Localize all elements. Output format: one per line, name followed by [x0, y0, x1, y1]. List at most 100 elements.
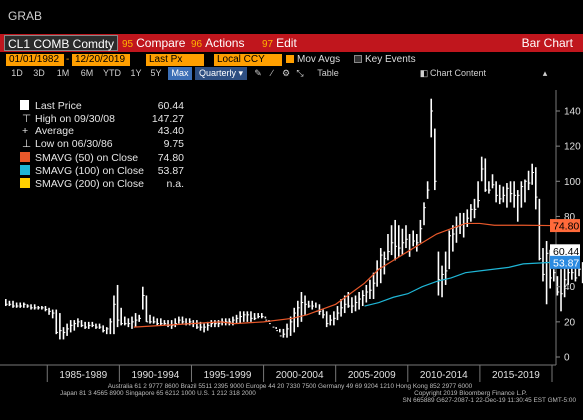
x-tick-label: 2015-2019 — [492, 370, 540, 381]
legend-sma200-value: n.a. — [166, 178, 184, 190]
window-titlebar: GRAB — [0, 0, 583, 32]
price-bar — [560, 269, 563, 312]
price-bar — [354, 295, 358, 312]
range-3d[interactable]: 3D — [33, 68, 45, 78]
price-bar — [430, 98, 434, 138]
price-bar — [286, 323, 289, 338]
price-bar — [152, 316, 156, 324]
price-bar — [426, 181, 430, 199]
scroll-up-icon[interactable]: ▴ — [542, 68, 548, 78]
footer-line-2: Japan 81 3 4565 8900 Singapore 65 6212 1… — [60, 390, 256, 397]
edit-menu-number: 97 — [262, 39, 274, 50]
price-bar — [178, 316, 181, 324]
price-bar — [246, 311, 250, 322]
price-bar — [470, 204, 473, 222]
price-bar — [109, 318, 113, 335]
sma50-line — [133, 222, 552, 328]
legend-high-value: 147.27 — [152, 113, 184, 125]
price-bar — [105, 327, 109, 335]
price-bar — [134, 313, 138, 328]
y-tick-label: 0 — [564, 353, 570, 364]
price-bar — [167, 320, 170, 328]
average-marker-icon: + — [22, 125, 28, 137]
chart-style-icon[interactable]: ✎ — [254, 68, 262, 78]
period-select[interactable]: Quarterly ▾ — [195, 67, 248, 80]
price-bar — [95, 323, 98, 329]
high-marker-icon: ⊤ — [22, 113, 31, 125]
price-bar — [372, 272, 376, 300]
price-bar — [181, 316, 185, 324]
right-value-label: 60.44 — [550, 244, 580, 258]
settings-icon[interactable]: ⚙ — [281, 68, 291, 78]
edit-menu[interactable]: 97 Edit — [262, 34, 297, 52]
command-bar: CL1 COMB Comdty 95 Compare 96 Actions 97 Ed… — [0, 34, 583, 52]
actions-menu-number: 96 — [191, 39, 203, 50]
y-tick-label: 120 — [564, 142, 581, 153]
range-max[interactable]: Max — [168, 67, 192, 80]
price-bar — [379, 248, 383, 284]
price-bar — [210, 320, 214, 328]
table-button[interactable]: Table — [317, 68, 339, 78]
legend-sma100-value: 53.87 — [158, 165, 184, 177]
price-bar — [383, 251, 387, 275]
price-bar — [51, 309, 55, 319]
range-5y[interactable]: 5Y — [150, 68, 162, 78]
range-1y[interactable]: 1Y — [130, 68, 142, 78]
compare-menu[interactable]: 95 Compare — [122, 34, 185, 52]
legend-low-label: Low on 06/30/86 — [35, 138, 113, 150]
price-bar — [239, 311, 242, 324]
price-field-select[interactable]: Last Px — [146, 54, 204, 66]
price-bar — [455, 216, 459, 243]
price-bar — [163, 320, 167, 326]
price-bar — [235, 314, 239, 324]
price-bar — [556, 276, 560, 296]
price-bar — [260, 313, 264, 319]
range-ytd[interactable]: YTD — [103, 68, 121, 78]
price-bar — [69, 320, 73, 333]
key-events-checkbox[interactable] — [354, 55, 362, 63]
price-bar — [315, 302, 318, 312]
end-date-field[interactable]: 12/20/2019 — [72, 54, 130, 66]
price-bar — [534, 167, 538, 210]
y-tick-label: 40 — [564, 282, 576, 293]
x-tick-label: 2005-2009 — [348, 370, 396, 381]
ticker-field[interactable]: CL1 COMB Comdty — [4, 35, 119, 51]
price-bar — [419, 219, 423, 243]
price-bar — [318, 304, 322, 315]
price-bar — [506, 183, 509, 208]
price-bar — [509, 181, 513, 203]
actions-menu[interactable]: 96 Actions — [191, 34, 244, 52]
mov-avgs-checkbox[interactable] — [286, 55, 294, 63]
view-mode-label: Bar Chart — [521, 36, 573, 50]
range-6m[interactable]: 6M — [80, 68, 94, 78]
mov-avgs-toggle[interactable]: Mov Avgs — [286, 54, 340, 66]
price-bar — [495, 181, 498, 203]
price-bar — [394, 219, 397, 261]
key-events-toggle[interactable]: Key Events — [354, 54, 416, 66]
range-1m[interactable]: 1M — [56, 68, 70, 78]
x-tick-label: 2010-2014 — [420, 370, 468, 381]
start-date-field[interactable]: 01/01/1982 — [6, 54, 64, 66]
currency-select[interactable]: Local CCY — [214, 54, 282, 66]
y-tick-label: 100 — [564, 177, 581, 188]
line-style-icon[interactable]: ∕ — [271, 68, 273, 78]
price-bar — [325, 311, 329, 328]
price-bar — [484, 158, 488, 192]
y-tick-label: 20 — [564, 317, 576, 328]
price-bar — [297, 300, 300, 328]
chart-content-button[interactable]: Chart Content — [430, 68, 487, 78]
price-bar — [98, 323, 102, 329]
range-bar: 1D 3D 1M 6M YTD 1Y 5Y Max Quarterly ▾ ✎ … — [0, 67, 583, 80]
price-bar — [437, 251, 441, 296]
window-title: GRAB — [8, 9, 43, 23]
price-bar — [387, 234, 390, 261]
edit-menu-label: Edit — [276, 36, 297, 50]
zoom-icon[interactable]: ⤡ — [296, 68, 304, 78]
price-bar — [300, 291, 304, 322]
price-bar — [412, 230, 415, 247]
chart-content-icon[interactable]: ◧ — [419, 68, 429, 78]
price-bar — [408, 234, 412, 257]
price-bar — [473, 198, 477, 219]
range-1d[interactable]: 1D — [11, 68, 23, 78]
